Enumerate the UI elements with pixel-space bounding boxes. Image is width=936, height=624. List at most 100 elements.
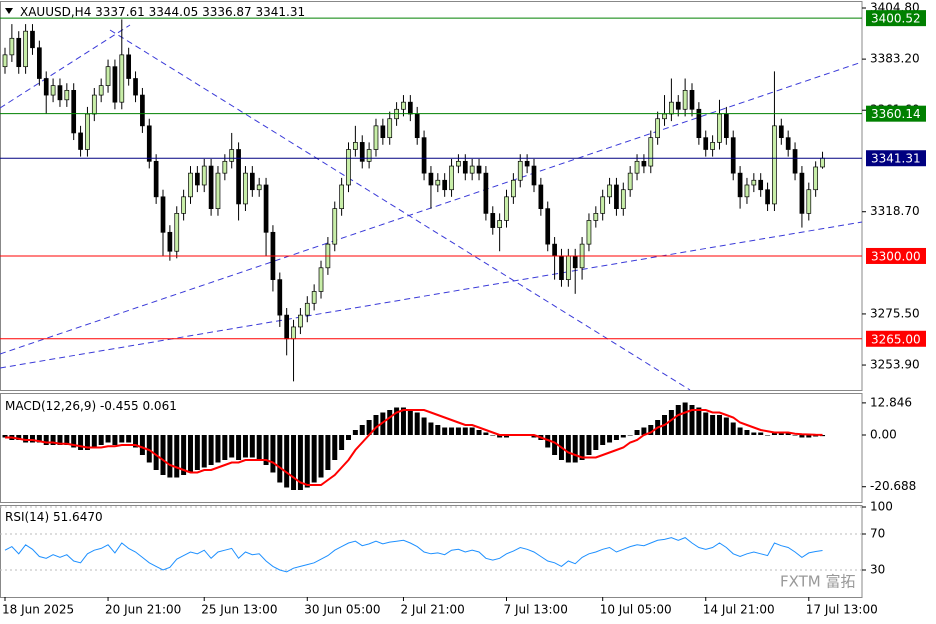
candle-body bbox=[57, 85, 63, 101]
macd-bar bbox=[146, 435, 152, 463]
macd-bar bbox=[771, 432, 777, 435]
macd-bar bbox=[23, 435, 29, 443]
candle-body bbox=[64, 89, 70, 101]
candle-body bbox=[559, 255, 564, 280]
candle-body bbox=[538, 184, 544, 209]
candle-body bbox=[195, 172, 200, 186]
macd-bar bbox=[778, 432, 784, 435]
macd-bar bbox=[284, 435, 290, 488]
macd-bar bbox=[160, 435, 166, 475]
macd-bar bbox=[627, 435, 633, 436]
macd-bar bbox=[449, 427, 455, 435]
candle-body bbox=[462, 160, 468, 174]
macd-bar bbox=[325, 435, 331, 470]
plot-layer: 3404.803383.203361.603318.703275.503253.… bbox=[0, 1, 926, 617]
candle-body bbox=[298, 314, 303, 328]
macd-bar bbox=[339, 435, 345, 450]
candle-body bbox=[353, 142, 358, 150]
x-tick-label: 14 Jul 21:00 bbox=[703, 603, 775, 617]
macd-bar bbox=[105, 435, 111, 443]
candle-body bbox=[717, 113, 722, 143]
candle-body bbox=[71, 89, 77, 134]
open-readout: 3337.61 bbox=[95, 5, 145, 19]
macd-bar bbox=[462, 427, 468, 435]
candle-body bbox=[277, 279, 283, 316]
x-tick-label: 18 Jun 2025 bbox=[2, 603, 74, 617]
macd-bar bbox=[291, 435, 297, 490]
macd-bar bbox=[744, 430, 750, 435]
level-label: 3360.14 bbox=[871, 107, 921, 121]
macd-bar bbox=[504, 435, 510, 438]
level-box bbox=[866, 10, 926, 27]
x-tick-label: 25 Jun 13:00 bbox=[201, 603, 277, 617]
macd-bar bbox=[263, 435, 269, 465]
macd-bar bbox=[565, 435, 571, 463]
macd-bar bbox=[497, 435, 503, 438]
level-label: 3400.52 bbox=[871, 12, 921, 26]
candle-body bbox=[607, 184, 612, 198]
candle-body bbox=[208, 165, 214, 209]
macd-title: MACD(12,26,9) bbox=[5, 399, 96, 413]
candle-body bbox=[229, 149, 235, 162]
macd-bar bbox=[400, 407, 406, 435]
macd-bar bbox=[71, 435, 77, 448]
candle-body bbox=[662, 113, 667, 120]
candle-body bbox=[9, 37, 15, 56]
high-readout: 3344.05 bbox=[149, 5, 199, 19]
macd-bar bbox=[675, 405, 681, 435]
candle-body bbox=[243, 172, 248, 205]
macd-bar bbox=[586, 435, 592, 455]
candle-body bbox=[531, 165, 537, 186]
candle-body bbox=[813, 166, 819, 191]
macd-bar bbox=[607, 435, 613, 443]
level-box bbox=[866, 150, 926, 167]
candle-body bbox=[703, 137, 709, 150]
x-tick-label: 30 Jun 05:00 bbox=[304, 603, 380, 617]
x-tick-label: 20 Jun 21:00 bbox=[105, 603, 181, 617]
candle-body bbox=[153, 160, 159, 198]
candle-body bbox=[593, 213, 599, 221]
macd-bar bbox=[641, 427, 647, 435]
candle-body bbox=[476, 165, 482, 174]
candle-body bbox=[552, 243, 557, 257]
macd-bar bbox=[174, 435, 180, 478]
macd-bar bbox=[181, 435, 187, 475]
macd-bar bbox=[394, 407, 400, 435]
y-tick-label: -20.688 bbox=[870, 479, 916, 493]
macd-bar bbox=[442, 427, 448, 435]
macd-bar bbox=[311, 435, 317, 483]
candle-body bbox=[669, 101, 674, 115]
macd-bar bbox=[710, 415, 716, 435]
macd-bar bbox=[50, 435, 56, 445]
candle-body bbox=[730, 137, 736, 174]
candle-body bbox=[332, 208, 338, 245]
macd-bar bbox=[187, 435, 193, 473]
x-tick-label: 7 Jul 13:00 bbox=[504, 603, 568, 617]
candle-body bbox=[710, 142, 715, 150]
candle-body bbox=[146, 125, 152, 162]
macd-bar bbox=[758, 432, 764, 435]
x-tick-label: 17 Jul 13:00 bbox=[806, 603, 878, 617]
macd-bar bbox=[428, 422, 434, 435]
candle-body bbox=[366, 149, 372, 162]
macd-bar bbox=[332, 435, 338, 460]
candle-body bbox=[85, 113, 90, 150]
signal-line bbox=[5, 409, 823, 486]
candle-body bbox=[140, 94, 145, 127]
candle-body bbox=[181, 196, 186, 214]
macd-bar bbox=[682, 402, 688, 435]
macd-bar bbox=[167, 435, 173, 478]
candle-body bbox=[256, 184, 262, 191]
macd-readout: -0.455 bbox=[100, 399, 139, 413]
candle-body bbox=[689, 89, 695, 110]
candle-body bbox=[449, 165, 454, 191]
y-tick-label: 3383.20 bbox=[870, 52, 920, 66]
candle-body bbox=[641, 160, 647, 167]
macd-bar bbox=[620, 435, 626, 438]
candle-body bbox=[174, 213, 180, 252]
candle-body bbox=[167, 231, 173, 252]
candle-body bbox=[16, 37, 22, 68]
macd-bar bbox=[153, 435, 159, 470]
